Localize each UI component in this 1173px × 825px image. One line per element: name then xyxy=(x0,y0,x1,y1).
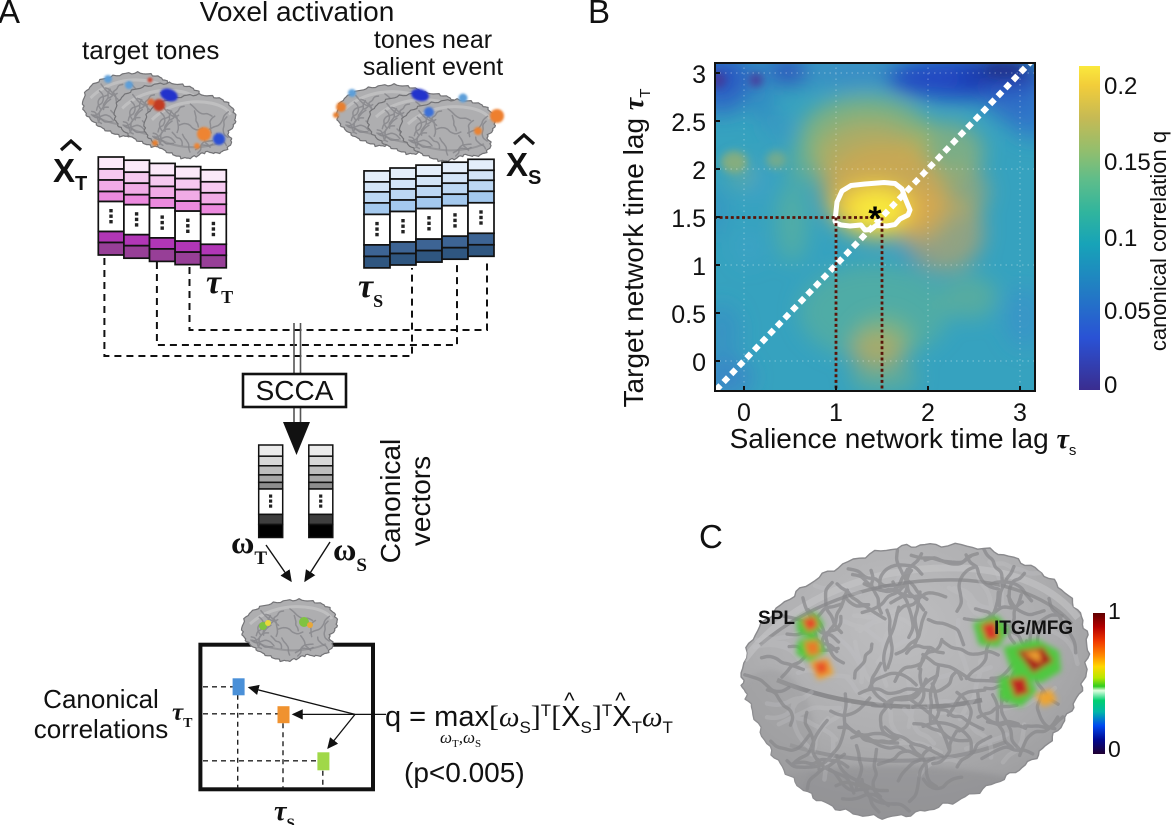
svg-text:SCCA: SCCA xyxy=(256,375,334,406)
svg-text:*: * xyxy=(868,200,882,238)
